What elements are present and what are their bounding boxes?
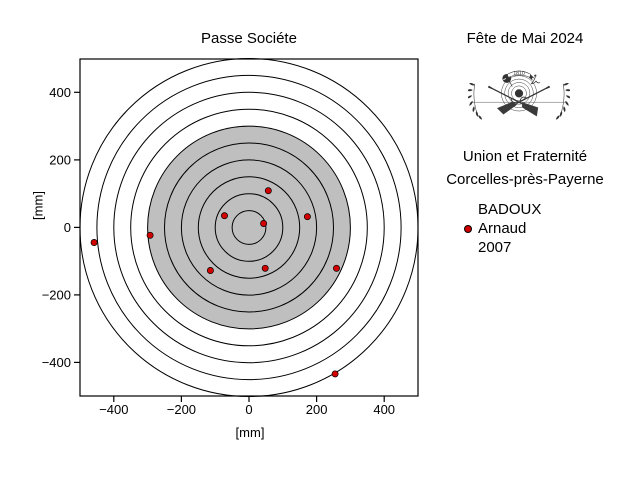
svg-text:200: 200 bbox=[306, 402, 328, 417]
svg-text:400: 400 bbox=[373, 402, 395, 417]
svg-text:0: 0 bbox=[64, 220, 71, 235]
svg-text:1810: 1810 bbox=[513, 71, 524, 77]
svg-text:−400: −400 bbox=[42, 355, 71, 370]
svg-text:200: 200 bbox=[49, 152, 71, 167]
svg-text:−400: −400 bbox=[99, 402, 128, 417]
svg-text:−200: −200 bbox=[167, 402, 196, 417]
svg-text:0: 0 bbox=[245, 402, 252, 417]
svg-text:400: 400 bbox=[49, 85, 71, 100]
svg-text:−200: −200 bbox=[42, 287, 71, 302]
